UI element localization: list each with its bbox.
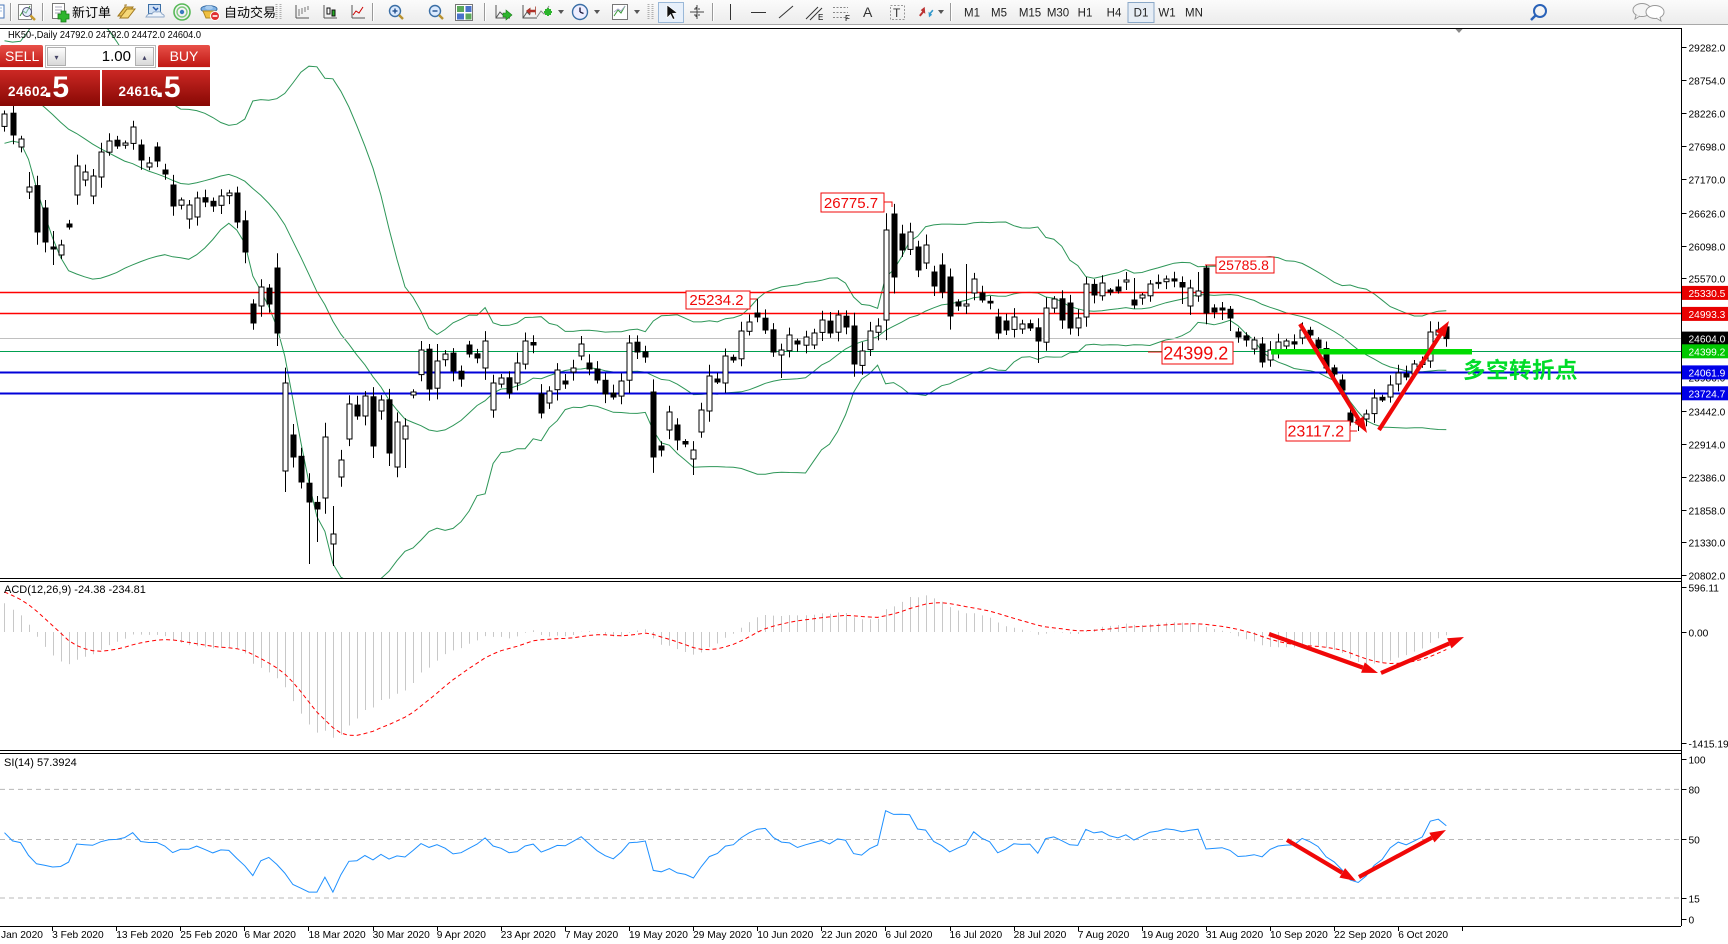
- svg-text:27698.0: 27698.0: [1689, 143, 1726, 154]
- svg-text:23117.2: 23117.2: [1288, 424, 1345, 441]
- svg-text:23 Apr 2020: 23 Apr 2020: [501, 930, 556, 941]
- svg-text:6 Mar 2020: 6 Mar 2020: [244, 930, 296, 941]
- svg-text:596.11: 596.11: [1689, 584, 1720, 595]
- svg-text:26098.0: 26098.0: [1689, 243, 1726, 254]
- svg-text:28226.0: 28226.0: [1689, 110, 1726, 121]
- svg-text:100: 100: [1689, 756, 1706, 767]
- svg-text:10 Sep 2020: 10 Sep 2020: [1270, 930, 1328, 941]
- svg-text:16 Jul 2020: 16 Jul 2020: [950, 930, 1003, 941]
- svg-text:H1: H1: [1078, 8, 1093, 20]
- svg-text:T: T: [893, 6, 901, 20]
- svg-text:25330.5: 25330.5: [1689, 289, 1726, 300]
- svg-text:E: E: [818, 13, 823, 22]
- svg-text:24061.9: 24061.9: [1689, 368, 1726, 379]
- svg-text:31 Aug 2020: 31 Aug 2020: [1206, 930, 1264, 941]
- svg-text:24604.0: 24604.0: [1689, 335, 1726, 346]
- svg-text:15: 15: [1689, 895, 1701, 906]
- svg-text:24993.3: 24993.3: [1689, 310, 1726, 321]
- svg-text:21330.0: 21330.0: [1689, 539, 1726, 550]
- svg-text:25234.2: 25234.2: [689, 292, 743, 309]
- svg-text:19 May 2020: 19 May 2020: [629, 930, 688, 941]
- svg-text:7 May 2020: 7 May 2020: [565, 930, 619, 941]
- svg-text:0: 0: [1689, 916, 1695, 927]
- svg-text:F: F: [845, 14, 850, 23]
- svg-text:18 Mar 2020: 18 Mar 2020: [309, 930, 367, 941]
- svg-text:D1: D1: [1134, 8, 1149, 20]
- svg-text:Jan 2020: Jan 2020: [1, 930, 43, 941]
- svg-text:9 Apr 2020: 9 Apr 2020: [437, 930, 487, 941]
- svg-text:A: A: [863, 4, 873, 20]
- svg-text:MN: MN: [1185, 8, 1203, 20]
- svg-text:HK50-,Daily 24792.0 24792.0 2: HK50-,Daily 24792.0 24792.0 24472.0 2460…: [8, 29, 201, 41]
- svg-text:10 Jun 2020: 10 Jun 2020: [757, 930, 813, 941]
- svg-text:0.00: 0.00: [1689, 629, 1709, 640]
- svg-text:26775.7: 26775.7: [824, 195, 878, 212]
- svg-text:28 Jul 2020: 28 Jul 2020: [1014, 930, 1067, 941]
- svg-text:22 Jun 2020: 22 Jun 2020: [821, 930, 877, 941]
- svg-text:6 Jul 2020: 6 Jul 2020: [885, 930, 932, 941]
- svg-text:3 Feb 2020: 3 Feb 2020: [52, 930, 104, 941]
- svg-text:M15: M15: [1019, 8, 1041, 20]
- svg-text:80: 80: [1689, 786, 1701, 797]
- svg-text:23442.0: 23442.0: [1689, 408, 1726, 419]
- svg-text:ACD(12,26,9) -24.38 -234.81: ACD(12,26,9) -24.38 -234.81: [4, 584, 146, 596]
- svg-text:19 Aug 2020: 19 Aug 2020: [1142, 930, 1200, 941]
- svg-text:6 Oct 2020: 6 Oct 2020: [1398, 930, 1448, 941]
- svg-text:22 Sep 2020: 22 Sep 2020: [1334, 930, 1392, 941]
- svg-text:26626.0: 26626.0: [1689, 210, 1726, 221]
- svg-text:29 May 2020: 29 May 2020: [693, 930, 752, 941]
- svg-text:25785.8: 25785.8: [1218, 257, 1269, 273]
- svg-text:SI(14) 57.3924: SI(14) 57.3924: [4, 757, 77, 769]
- svg-text:H4: H4: [1107, 8, 1122, 20]
- svg-text:-1415.19: -1415.19: [1689, 740, 1728, 751]
- svg-text:M1: M1: [964, 8, 980, 20]
- svg-text:M30: M30: [1047, 8, 1069, 20]
- svg-text:27170.0: 27170.0: [1689, 176, 1726, 187]
- svg-text:28754.0: 28754.0: [1689, 77, 1726, 88]
- svg-text:W1: W1: [1158, 8, 1175, 20]
- svg-text:50: 50: [1689, 836, 1701, 847]
- svg-text:24399.2: 24399.2: [1689, 347, 1726, 358]
- svg-text:13 Feb 2020: 13 Feb 2020: [116, 930, 174, 941]
- svg-text:30 Mar 2020: 30 Mar 2020: [373, 930, 431, 941]
- svg-text:21858.0: 21858.0: [1689, 507, 1726, 518]
- svg-text:23724.7: 23724.7: [1689, 389, 1726, 400]
- svg-text:20802.0: 20802.0: [1689, 572, 1726, 583]
- svg-text:22386.0: 22386.0: [1689, 474, 1726, 485]
- svg-text:29282.0: 29282.0: [1689, 44, 1726, 55]
- svg-text:25 Feb 2020: 25 Feb 2020: [180, 930, 238, 941]
- svg-text:M5: M5: [991, 8, 1007, 20]
- svg-text:24399.2: 24399.2: [1163, 343, 1228, 363]
- svg-text:22914.0: 22914.0: [1689, 441, 1726, 452]
- svg-text:7 Aug 2020: 7 Aug 2020: [1078, 930, 1130, 941]
- svg-text:25570.0: 25570.0: [1689, 275, 1726, 286]
